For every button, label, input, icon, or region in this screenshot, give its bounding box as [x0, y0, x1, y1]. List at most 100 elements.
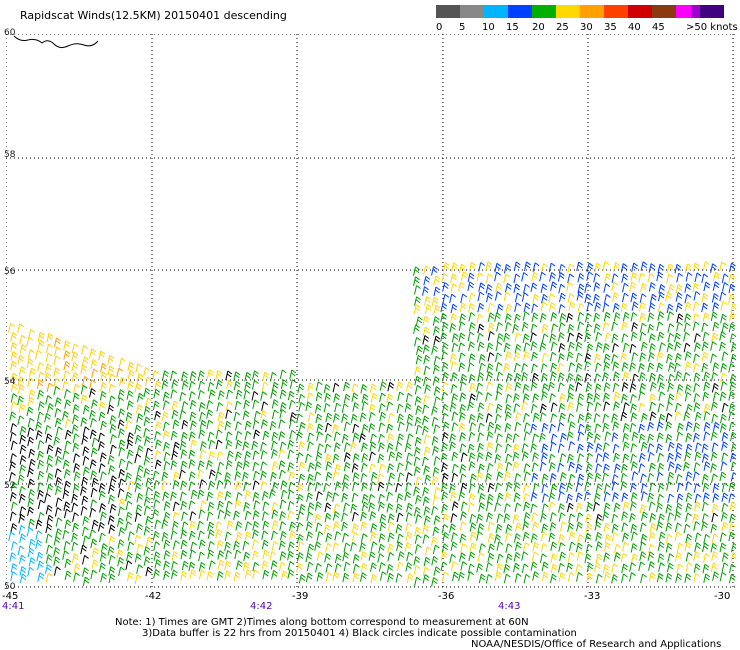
wind-barb — [306, 422, 314, 433]
wind-barb — [19, 506, 27, 516]
wind-barb — [719, 571, 727, 582]
wind-barb — [370, 541, 378, 551]
wind-barb — [630, 272, 638, 282]
wind-barb — [306, 531, 314, 541]
wind-barb — [360, 511, 367, 522]
wind-barb — [459, 443, 467, 453]
wind-barb — [638, 561, 646, 571]
wind-barb — [451, 422, 459, 432]
wind-barb — [595, 483, 603, 493]
wind-barb — [53, 547, 60, 557]
wind-barb — [566, 372, 574, 383]
wind-barb — [413, 506, 421, 517]
wind-barb — [343, 461, 351, 472]
wind-barb — [478, 354, 486, 364]
wind-barb — [567, 293, 575, 303]
wind-barb — [316, 531, 324, 541]
wind-barb — [676, 542, 684, 553]
wind-barb — [35, 430, 43, 440]
wind-barb — [548, 262, 556, 273]
wind-barb — [622, 432, 630, 443]
lat-label: 54 — [4, 377, 16, 387]
wind-barb — [18, 554, 26, 565]
wind-barb — [620, 393, 628, 404]
wind-barb — [314, 501, 322, 511]
wind-barb — [431, 435, 439, 446]
wind-barb — [649, 372, 656, 383]
wind-barb — [674, 362, 681, 373]
wind-barb — [100, 572, 108, 583]
wind-barb — [550, 312, 558, 322]
wind-barb — [154, 439, 162, 449]
wind-barb — [134, 574, 142, 584]
wind-barb — [235, 430, 243, 441]
wind-barb — [521, 371, 529, 382]
wind-barb — [693, 382, 700, 393]
wind-barb — [584, 352, 592, 363]
wind-barb — [46, 444, 54, 454]
wind-barb — [521, 292, 529, 302]
wind-barb — [163, 511, 171, 522]
wind-barb — [549, 521, 557, 532]
wind-barb — [630, 443, 638, 453]
wind-barb — [388, 472, 396, 483]
wind-barb — [63, 480, 71, 491]
wind-barb — [279, 551, 287, 561]
wind-barb — [728, 523, 736, 534]
wind-barb — [379, 521, 387, 532]
wind-barb — [459, 302, 467, 313]
wind-barb — [721, 521, 729, 532]
wind-barb — [611, 281, 619, 292]
wind-barb — [395, 523, 403, 534]
wind-barb — [36, 379, 44, 389]
wind-barb — [91, 368, 98, 378]
wind-barb — [513, 492, 521, 502]
wind-barb — [440, 452, 448, 463]
wind-barb — [541, 483, 549, 494]
wind-barb — [216, 491, 224, 501]
legend-label: 45 — [652, 22, 665, 33]
wind-barb — [172, 419, 180, 430]
wind-barb — [449, 433, 457, 443]
wind-barb — [450, 303, 458, 314]
wind-barb — [622, 441, 630, 452]
wind-barb — [486, 441, 494, 452]
wind-barb — [728, 363, 736, 373]
wind-barb — [729, 374, 736, 384]
wind-barb — [460, 561, 468, 571]
wind-barb — [90, 418, 97, 428]
wind-barb — [522, 531, 530, 542]
wind-barb — [261, 511, 269, 521]
wind-barb — [359, 433, 366, 443]
wind-barb — [19, 434, 27, 445]
wind-barb — [523, 412, 530, 423]
wind-barb — [387, 572, 394, 583]
wind-barb — [307, 543, 315, 554]
wind-barb — [712, 493, 720, 503]
wind-barb — [603, 361, 611, 372]
wind-barb — [719, 413, 727, 424]
wind-barb — [80, 364, 88, 375]
wind-barb — [278, 431, 286, 441]
wind-barb — [368, 411, 376, 422]
wind-barb — [505, 382, 513, 393]
wind-barb — [567, 401, 574, 412]
wind-barb — [476, 452, 484, 462]
wind-barb — [603, 483, 611, 494]
wind-barb — [26, 336, 34, 347]
wind-barb — [154, 450, 162, 460]
wind-barb — [99, 390, 107, 401]
wind-barb — [459, 403, 467, 414]
wind-barb — [369, 481, 377, 491]
wind-barb — [397, 391, 405, 402]
wind-barb — [720, 363, 728, 373]
wind-barb — [667, 452, 674, 463]
wind-barb — [719, 532, 727, 542]
wind-barb — [629, 383, 637, 393]
wind-barb — [666, 401, 673, 412]
wind-barb — [404, 442, 412, 453]
wind-barb — [649, 401, 657, 412]
wind-barb — [396, 561, 404, 572]
wind-barb — [262, 549, 270, 560]
wind-barb — [476, 472, 484, 482]
